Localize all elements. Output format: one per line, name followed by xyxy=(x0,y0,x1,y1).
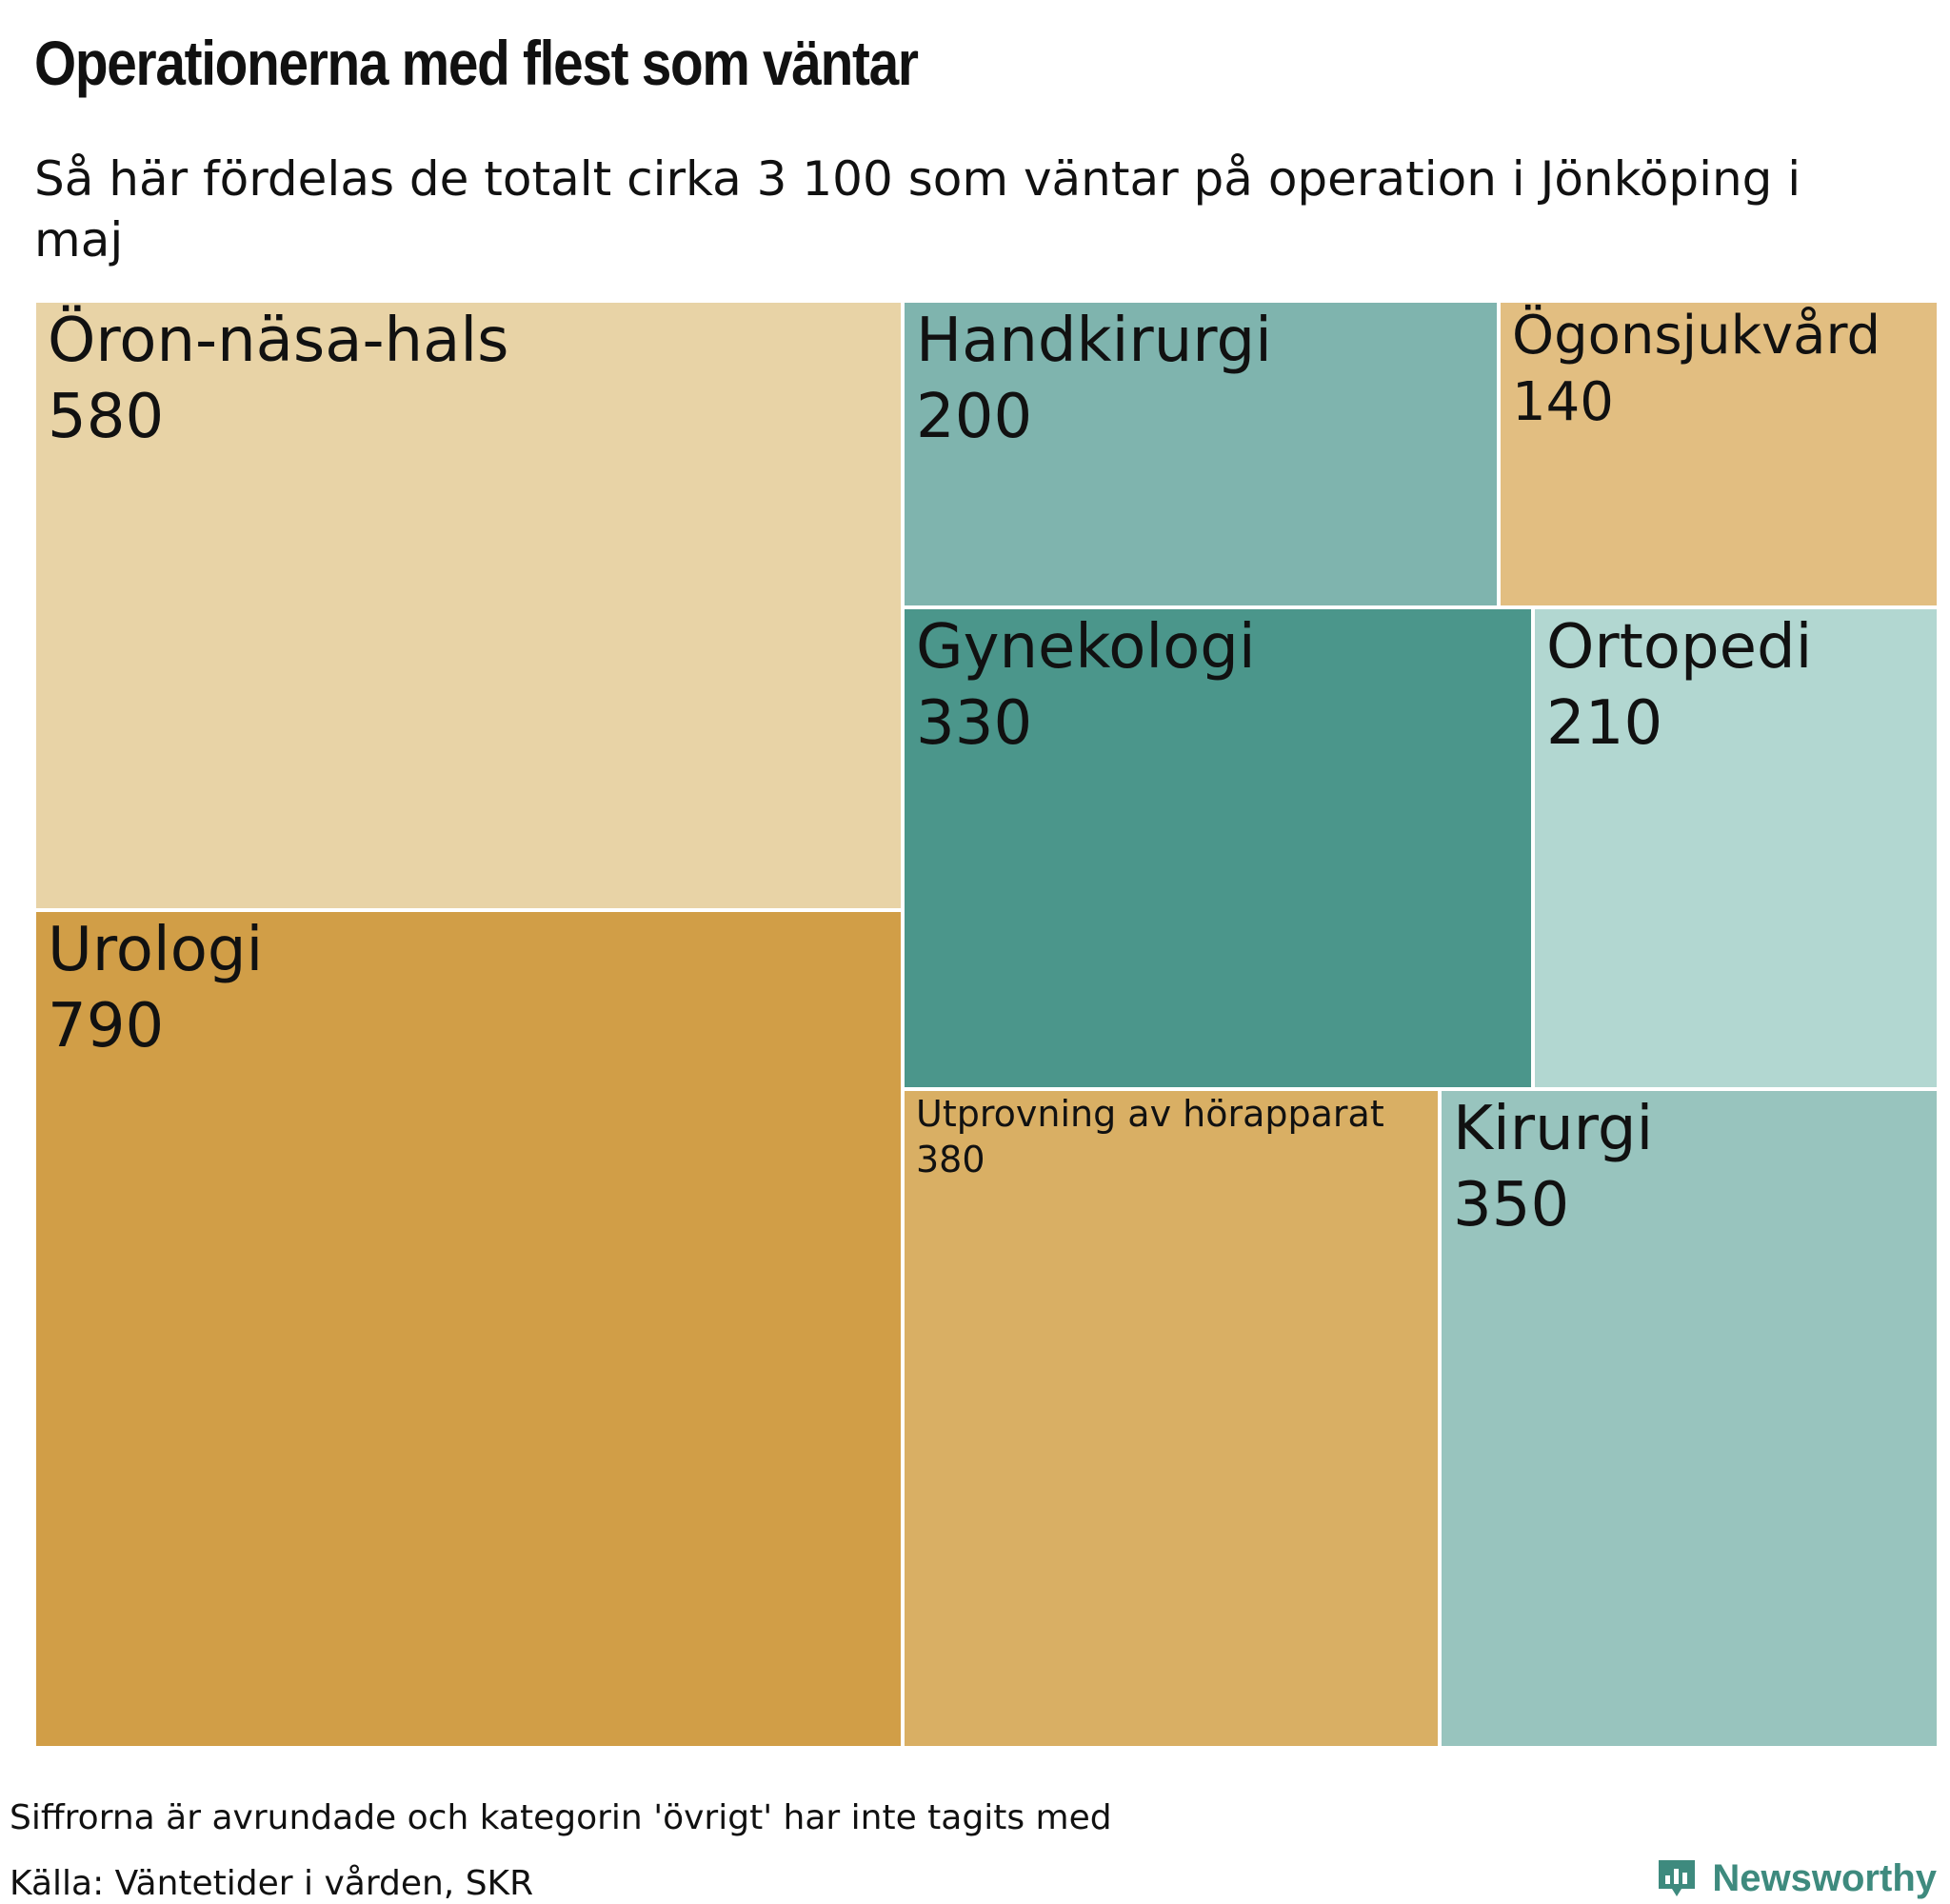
treemap-tile-öron-näsa-hals: Öron-näsa-hals 580 xyxy=(34,301,903,910)
treemap-value: 330 xyxy=(916,688,1033,759)
treemap-value: 790 xyxy=(48,991,165,1061)
treemap-tile-ortopedi: Ortopedi 210 xyxy=(1533,607,1939,1089)
treemap-label: Gynekologi 330 xyxy=(916,609,1256,762)
treemap-tile-ögonsjukvård: Ögonsjukvård 140 xyxy=(1499,301,1939,607)
treemap-value: 350 xyxy=(1453,1170,1570,1240)
treemap-category: Utprovning av hörapparat xyxy=(916,1093,1384,1135)
treemap-label: Utprovning av hörapparat 380 xyxy=(916,1091,1384,1182)
newsworthy-logo-icon xyxy=(1659,1860,1696,1896)
treemap-category: Öron-näsa-hals xyxy=(48,306,509,376)
treemap-category: Handkirurgi xyxy=(916,306,1272,376)
treemap-value: 140 xyxy=(1512,371,1614,433)
treemap-category: Urologi xyxy=(48,915,264,985)
treemap-tile-handkirurgi: Handkirurgi 200 xyxy=(903,301,1499,607)
treemap-value: 210 xyxy=(1546,688,1663,759)
treemap-value: 380 xyxy=(916,1139,985,1180)
treemap-value: 200 xyxy=(916,382,1033,452)
treemap-label: Ögonsjukvård 140 xyxy=(1512,303,1880,436)
chart-subtitle: Så här fördelas de totalt cirka 3 100 so… xyxy=(34,151,1801,268)
treemap-label: Öron-näsa-hals 580 xyxy=(48,303,508,455)
treemap-tile-kirurgi: Kirurgi 350 xyxy=(1440,1089,1939,1748)
treemap-tile-utprovning-av-hörapparat: Utprovning av hörapparat 380 xyxy=(903,1089,1440,1748)
treemap-label: Handkirurgi 200 xyxy=(916,303,1272,455)
brand-name: Newsworthy xyxy=(1712,1856,1937,1899)
treemap-value: 580 xyxy=(48,382,165,452)
treemap: Öron-näsa-hals 580 Urologi 790 Handkirurgi 20… xyxy=(34,301,1939,1748)
treemap-tile-urologi: Urologi 790 xyxy=(34,910,903,1748)
treemap-category: Gynekologi xyxy=(916,612,1256,683)
chart-source: Källa: Väntetider i vården, SKR xyxy=(10,1864,534,1903)
chart-note: Siffrorna är avrundade och kategorin 'öv… xyxy=(10,1798,1112,1837)
chart-title: Operationerna med flest som väntar xyxy=(34,28,919,98)
treemap-label: Ortopedi 210 xyxy=(1546,609,1812,762)
brand-logo: Newsworthy xyxy=(1655,1856,1937,1900)
treemap-category: Ortopedi xyxy=(1546,612,1813,683)
treemap-label: Kirurgi 350 xyxy=(1453,1091,1653,1243)
treemap-category: Kirurgi xyxy=(1453,1094,1654,1164)
treemap-tile-gynekologi: Gynekologi 330 xyxy=(903,607,1533,1089)
treemap-category: Ögonsjukvård xyxy=(1512,305,1881,367)
treemap-label: Urologi 790 xyxy=(48,912,263,1064)
